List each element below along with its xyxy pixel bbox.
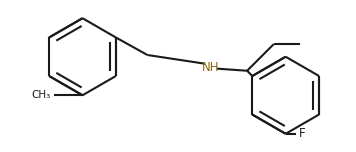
Text: NH: NH (201, 61, 219, 74)
Text: CH₃: CH₃ (32, 90, 51, 100)
Text: F: F (299, 127, 305, 140)
